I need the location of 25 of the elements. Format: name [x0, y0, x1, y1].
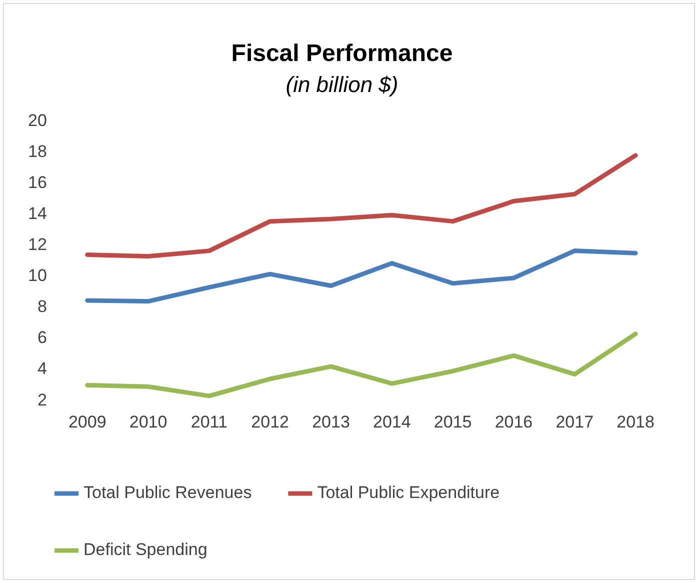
y-tick-label: 18 [28, 142, 47, 161]
x-tick-label: 2011 [190, 412, 228, 432]
y-tick-label: 12 [28, 235, 47, 254]
x-tick-label: 2017 [556, 412, 594, 432]
legend-label: Total Public Revenues [84, 483, 252, 502]
x-tick-label: 2009 [68, 412, 106, 432]
y-tick-label: 10 [28, 266, 47, 286]
x-tick-label: 2016 [494, 412, 533, 432]
y-tick-label: 6 [37, 328, 47, 348]
y-tick-label: 20 [28, 110, 47, 130]
x-tick-label: 2018 [616, 412, 654, 432]
y-tick-label: 14 [28, 204, 47, 224]
legend-label: Deficit Spending [84, 540, 208, 560]
x-tick-label: 2014 [372, 412, 411, 432]
chart-title: Fiscal Performance [231, 40, 453, 68]
chart-subtitle: (in billion $) [286, 72, 398, 98]
x-tick-label: 2010 [129, 412, 168, 432]
y-tick-label: 4 [37, 359, 47, 378]
y-tick-label: 16 [28, 172, 47, 192]
y-tick-label: 8 [37, 297, 47, 316]
legend-label: Total Public Expenditure [317, 483, 500, 502]
x-tick-label: 2012 [251, 412, 290, 432]
x-tick-label: 2015 [434, 412, 472, 432]
x-tick-label: 2013 [312, 412, 350, 432]
y-tick-label: 2 [37, 390, 47, 410]
